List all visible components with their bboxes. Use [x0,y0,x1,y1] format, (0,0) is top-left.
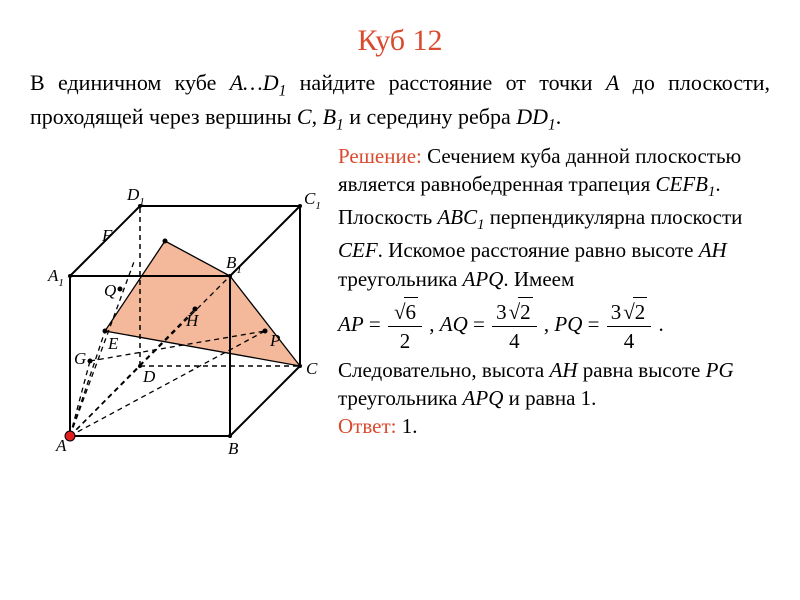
label-Q: Q [104,281,116,300]
sol-text: перпендикулярна плоскости [490,205,743,229]
label-G: G [74,349,86,368]
tri-APQ: APQ [463,267,504,291]
label-A1: A1 [47,266,64,289]
solution-text: Решение: Сечением куба данной плоскостью… [330,142,770,441]
fu-text: Следовательно, высота [338,358,550,382]
den: 4 [492,327,537,355]
frac-AP: 6 2 [388,297,422,356]
den: 4 [607,327,652,355]
plane-CEF: CEF [338,238,378,262]
frac-AQ: 32 4 [492,297,537,356]
eq-eq: = [468,312,490,336]
frac-PQ: 32 4 [607,297,652,356]
plane-ABC1: ABC1 [437,205,484,229]
problem-text: , [312,104,323,129]
trap-CEFB1: CEFB1 [655,172,715,196]
cube-diagram: A B C D A1 B1 C1 D1 E F G H P Q [30,142,330,465]
problem-text: найдите расстояние от точки [286,70,606,95]
point-A [65,431,75,441]
fu-text: треугольника [338,386,463,410]
label-D1: D1 [126,185,145,208]
label-C: C [306,359,318,378]
rad: 6 [404,297,419,326]
seg-AH2: AH [550,358,578,382]
problem-text: и середину ребра [344,104,517,129]
content-row: A B C D A1 B1 C1 D1 E F G H P Q Решение:… [30,142,770,465]
rad: 2 [518,297,533,326]
problem-statement: В единичном кубе A…D1 найдите расстояние… [30,68,770,136]
label-B: B [228,439,239,456]
coef: 3 [611,300,622,324]
sol-text: . Имеем [503,267,574,291]
tri-APQ2: APQ [463,386,504,410]
answer-line: Ответ: 1. [338,412,770,440]
pt-B1: B1 [323,104,344,129]
label-F: F [101,226,113,245]
seg-AH: AH [699,238,727,262]
label-D: D [142,367,156,386]
den: 2 [388,327,422,355]
eq-AP: AP [338,312,364,336]
eq-AQ: AQ [440,312,468,336]
period: . [653,312,664,336]
label-H: H [185,311,200,330]
comma: , [539,312,555,336]
equation-line: AP = 6 2 , AQ = 32 4 , PQ = 32 4 . [338,297,770,356]
eq-eq: = [364,312,386,336]
label-C1: C1 [304,189,321,212]
followup: Следовательно, высота AH равна высоте PG… [338,356,770,413]
comma: , [424,312,440,336]
pt-range: A…D1 [230,70,287,95]
problem-text: . [556,104,562,129]
eq-PQ: PQ [554,312,582,336]
sol-text: . Искомое расстояние равно высоте [378,238,699,262]
edge-DD1: DD1 [516,104,555,129]
page-title: Куб 12 [30,20,770,62]
fu-text: равна высоте [578,358,706,382]
label-A: A [55,436,67,455]
eq-eq: = [582,312,604,336]
answer-value: 1. [402,414,418,438]
pt-A: A [606,70,619,95]
coef: 3 [496,300,507,324]
fu-text: и равна 1. [503,386,596,410]
label-E: E [107,334,119,353]
solution-label: Решение: [338,144,427,168]
seg-PG: PG [706,358,734,382]
pt-C: C [297,104,312,129]
problem-text: В единичном кубе [30,70,230,95]
answer-label: Ответ: [338,414,402,438]
rad: 2 [633,297,648,326]
sol-text: треугольника [338,267,463,291]
label-P: P [269,331,280,350]
